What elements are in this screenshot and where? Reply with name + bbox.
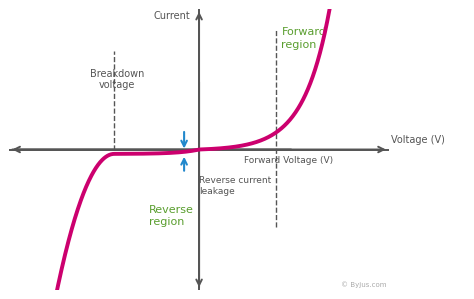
Text: Breakdown
voltage: Breakdown voltage (90, 69, 144, 90)
Text: © Byjus.com: © Byjus.com (341, 282, 386, 288)
Text: Forward Voltage (V): Forward Voltage (V) (244, 156, 333, 165)
Text: Voltage (V): Voltage (V) (391, 135, 445, 145)
Text: Current: Current (154, 11, 190, 21)
Text: Reverse current
leakage: Reverse current leakage (199, 176, 271, 196)
Text: Reverse
region: Reverse region (149, 205, 194, 227)
Text: Forward
region: Forward region (282, 28, 326, 50)
